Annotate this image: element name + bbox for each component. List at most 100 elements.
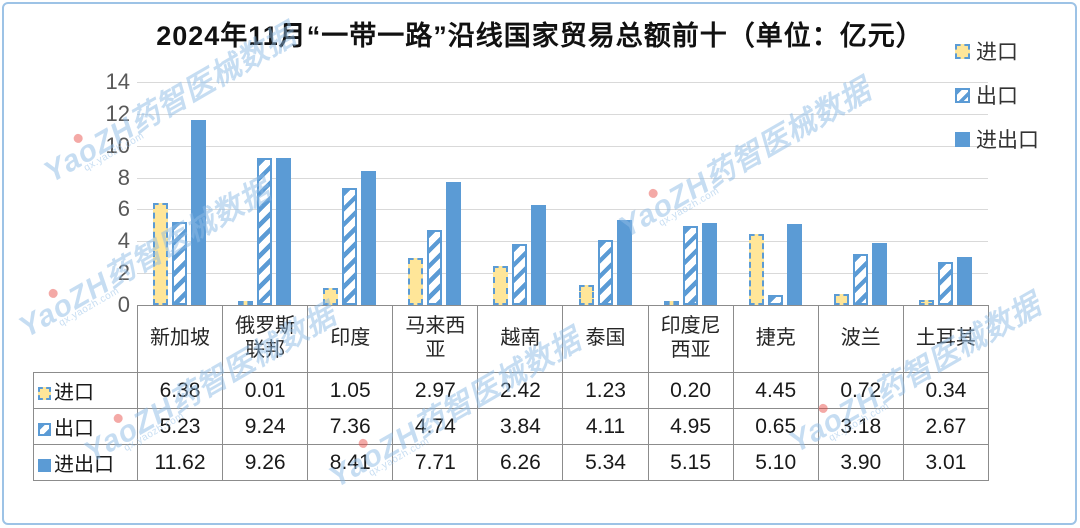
category-header: 新加坡 (136, 305, 224, 373)
value-cell: 7.36 (307, 408, 394, 445)
bar-import-0 (153, 203, 169, 305)
bar-import-2 (323, 288, 339, 305)
bar-group-5 (563, 82, 648, 305)
value-cell: 2.97 (392, 372, 479, 409)
value-cell: 7.71 (392, 444, 479, 481)
bar-import-4 (493, 266, 509, 305)
bar-group-8 (818, 82, 903, 305)
bar-total-2 (361, 171, 377, 305)
value-cell: 6.26 (477, 444, 564, 481)
category-header: 俄罗斯联邦 (222, 305, 309, 373)
watermark-red-dot-icon (47, 287, 60, 300)
bar-import-8 (833, 293, 849, 305)
row-label-export: 出口 (33, 408, 138, 445)
gridline (137, 82, 988, 83)
bar-group-4 (477, 82, 562, 305)
category-header: 印度尼西亚 (647, 305, 734, 373)
bar-group-6 (648, 82, 733, 305)
table-corner (34, 306, 138, 373)
category-header: 捷克 (732, 305, 819, 373)
bar-export-4 (512, 243, 528, 305)
value-cell: 4.45 (732, 372, 819, 409)
value-cell: 0.65 (732, 408, 819, 445)
legend-label: 出口 (976, 85, 1018, 108)
bar-export-2 (342, 187, 358, 305)
bar-total-3 (446, 182, 462, 305)
y-tick-label: 0 (117, 292, 130, 317)
gridline (137, 113, 988, 115)
bar-export-5 (597, 239, 613, 305)
row-key-total-icon (38, 459, 51, 472)
bar-export-0 (172, 221, 188, 305)
row-label-text: 进出口 (54, 454, 114, 476)
table-row-import: 进口 6.38 0.01 1.05 2.97 2.42 1.23 0.20 4.45 0.72 0.… (33, 372, 989, 409)
value-cell: 0.72 (817, 372, 904, 409)
value-cell: 2.67 (902, 408, 989, 445)
bar-import-6 (663, 301, 679, 305)
bar-import-5 (578, 285, 594, 305)
y-tick-label: 6 (117, 196, 130, 222)
table-row-total: 进出口 11.62 9.26 8.41 7.71 6.26 5.34 5.15 5.10 3.90… (33, 444, 989, 481)
bar-total-8 (871, 242, 887, 305)
legend-key-import-icon (955, 43, 970, 59)
legend-item-export: 出口 (955, 80, 1039, 110)
value-cell: 4.95 (647, 408, 734, 445)
bar-import-9 (918, 299, 934, 305)
bar-group-2 (307, 82, 392, 305)
data-table: 新加坡 俄罗斯联邦 印度 马来西亚 越南 泰国 印度尼西亚 捷克 波兰 土耳其 进口 6.38 0.01… (33, 305, 989, 481)
value-cell: 4.74 (392, 408, 479, 445)
value-cell: 11.62 (136, 444, 224, 481)
plot-area (137, 82, 988, 305)
bar-total-0 (191, 119, 207, 305)
value-cell: 1.05 (307, 372, 394, 409)
bar-import-7 (748, 234, 764, 305)
y-tick-label: 4 (117, 228, 130, 254)
bar-group-9 (903, 82, 988, 305)
value-cell: 3.84 (477, 408, 564, 445)
category-header: 泰国 (562, 305, 649, 373)
watermark-red-dot-icon (72, 132, 85, 145)
value-cell: 8.41 (307, 444, 394, 481)
bar-export-9 (937, 262, 953, 305)
bar-import-1 (238, 301, 254, 305)
y-tick-label: 14 (105, 69, 130, 94)
gridline (137, 273, 988, 275)
y-tick-label: 8 (117, 164, 130, 190)
value-cell: 5.15 (647, 444, 734, 481)
value-cell: 4.11 (562, 408, 649, 445)
row-label-text: 出口 (54, 418, 94, 440)
bar-total-4 (531, 205, 547, 305)
legend-label: 进口 (976, 41, 1018, 64)
bar-total-9 (956, 257, 972, 305)
y-tick-label: 12 (105, 100, 130, 126)
legend-key-total-icon (955, 131, 970, 147)
bar-import-3 (408, 257, 424, 305)
gridline (137, 177, 988, 179)
category-header: 印度 (307, 305, 394, 373)
category-header: 马来西亚 (392, 305, 479, 373)
row-label-import: 进口 (33, 372, 138, 409)
legend: 进口 出口 进出口 (955, 36, 1039, 154)
bar-total-5 (616, 219, 632, 305)
legend-key-export-icon (955, 87, 970, 103)
value-cell: 1.23 (562, 372, 649, 409)
bar-export-3 (427, 229, 443, 305)
value-cell: 9.24 (222, 408, 309, 445)
value-cell: 2.42 (477, 372, 564, 409)
bar-total-1 (276, 157, 292, 305)
y-tick-label: 2 (117, 260, 130, 286)
value-cell: 5.34 (562, 444, 649, 481)
bar-group-0 (137, 82, 222, 305)
value-cell: 6.38 (136, 372, 224, 409)
y-tick-label: 10 (105, 132, 130, 158)
table-row-export: 出口 5.23 9.24 7.36 4.74 3.84 4.11 4.95 0.65 3.18 2.… (33, 408, 989, 445)
bar-export-7 (767, 294, 783, 305)
value-cell: 5.10 (732, 444, 819, 481)
bar-export-1 (257, 157, 273, 305)
row-key-export-icon (38, 423, 51, 436)
chart-title: 2024年11月“一带一路”沿线国家贸易总额前十（单位：亿元） (156, 21, 924, 51)
bar-total-7 (786, 223, 802, 305)
legend-label: 进出口 (976, 129, 1039, 152)
bar-group-1 (222, 82, 307, 305)
